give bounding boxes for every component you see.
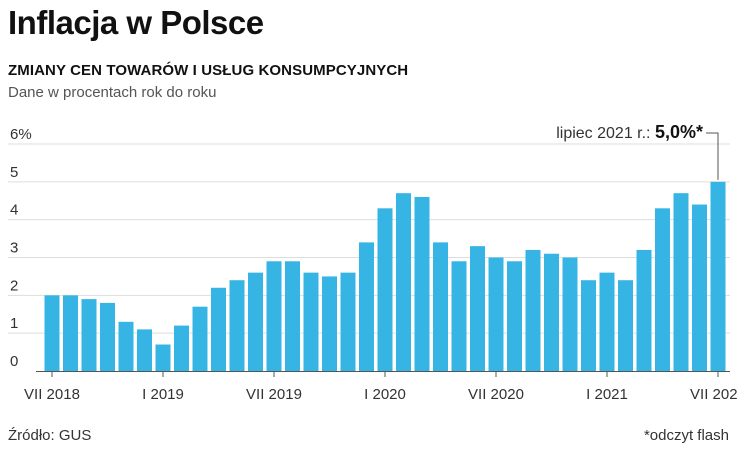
unit-note: Dane w procentach rok do roku bbox=[8, 84, 217, 101]
chart-subtitle: ZMIANY CEN TOWARÓW I USŁUG KONSUMPCYJNYC… bbox=[8, 62, 409, 79]
x-axis-tick-labels: VII 2018 I 2019 VII 2019 I 2020 VII 2020 I 20… bbox=[24, 371, 737, 403]
bar bbox=[81, 299, 97, 371]
footnote: *odczyt flash bbox=[643, 427, 729, 444]
bar bbox=[44, 295, 60, 371]
chart-title: Inflacja w Polsce bbox=[8, 4, 264, 41]
bar bbox=[673, 193, 689, 371]
x-tick-label: I 2020 bbox=[364, 386, 406, 403]
bar bbox=[488, 257, 504, 371]
bar bbox=[155, 344, 171, 371]
bar bbox=[303, 272, 319, 371]
bar bbox=[581, 280, 596, 371]
bar bbox=[636, 249, 652, 371]
bar bbox=[692, 204, 707, 371]
bar bbox=[599, 272, 615, 371]
bar bbox=[340, 272, 356, 371]
y-tick-label: 6% bbox=[10, 126, 32, 143]
y-tick-label: 2 bbox=[10, 277, 18, 294]
bar bbox=[192, 306, 208, 371]
annotation-text: lipiec 2021 r.: bbox=[556, 125, 655, 142]
bar bbox=[100, 302, 115, 371]
bar bbox=[266, 261, 282, 371]
y-axis-tick-labels: 0 1 2 3 4 5 6% bbox=[10, 126, 32, 370]
y-tick-label: 1 bbox=[10, 315, 18, 332]
y-tick-label: 0 bbox=[10, 353, 18, 370]
y-tick-label: 4 bbox=[10, 202, 18, 219]
bar bbox=[544, 253, 559, 371]
bar bbox=[470, 246, 485, 371]
bar bbox=[451, 261, 467, 371]
bar bbox=[63, 295, 78, 371]
bar bbox=[710, 181, 726, 371]
bar bbox=[618, 280, 633, 371]
bar bbox=[655, 208, 670, 371]
latest-value-annotation: lipiec 2021 r.: 5,0%* bbox=[556, 122, 719, 180]
x-tick-label: VII 2020 bbox=[468, 386, 524, 403]
bar bbox=[229, 280, 245, 371]
bar bbox=[174, 325, 189, 371]
bar bbox=[248, 272, 263, 371]
x-tick-label: VII 2019 bbox=[246, 386, 302, 403]
source-note: Źródło: GUS bbox=[8, 427, 92, 444]
bar bbox=[377, 208, 393, 371]
x-tick-label: I 2021 bbox=[586, 386, 628, 403]
x-tick-label: VII 2021 bbox=[690, 386, 737, 403]
bar bbox=[118, 321, 134, 371]
bar bbox=[211, 287, 226, 371]
bar bbox=[359, 242, 374, 371]
bar bbox=[562, 257, 578, 371]
bar bbox=[285, 261, 300, 371]
bar bbox=[137, 329, 152, 371]
annotation-value: 5,0%* bbox=[655, 122, 703, 142]
y-tick-label: 3 bbox=[10, 240, 18, 257]
bars bbox=[44, 181, 726, 371]
bar bbox=[322, 276, 337, 371]
annotation-leader-line bbox=[706, 132, 719, 180]
bar bbox=[525, 249, 541, 371]
bar bbox=[396, 193, 411, 371]
bar bbox=[507, 261, 522, 371]
bar bbox=[414, 196, 430, 371]
y-tick-label: 5 bbox=[10, 164, 18, 181]
bar bbox=[433, 242, 448, 371]
annotation-label: lipiec 2021 r.: 5,0%* bbox=[556, 122, 703, 142]
x-tick-label: I 2019 bbox=[142, 386, 184, 403]
x-tick-label: VII 2018 bbox=[24, 386, 80, 403]
